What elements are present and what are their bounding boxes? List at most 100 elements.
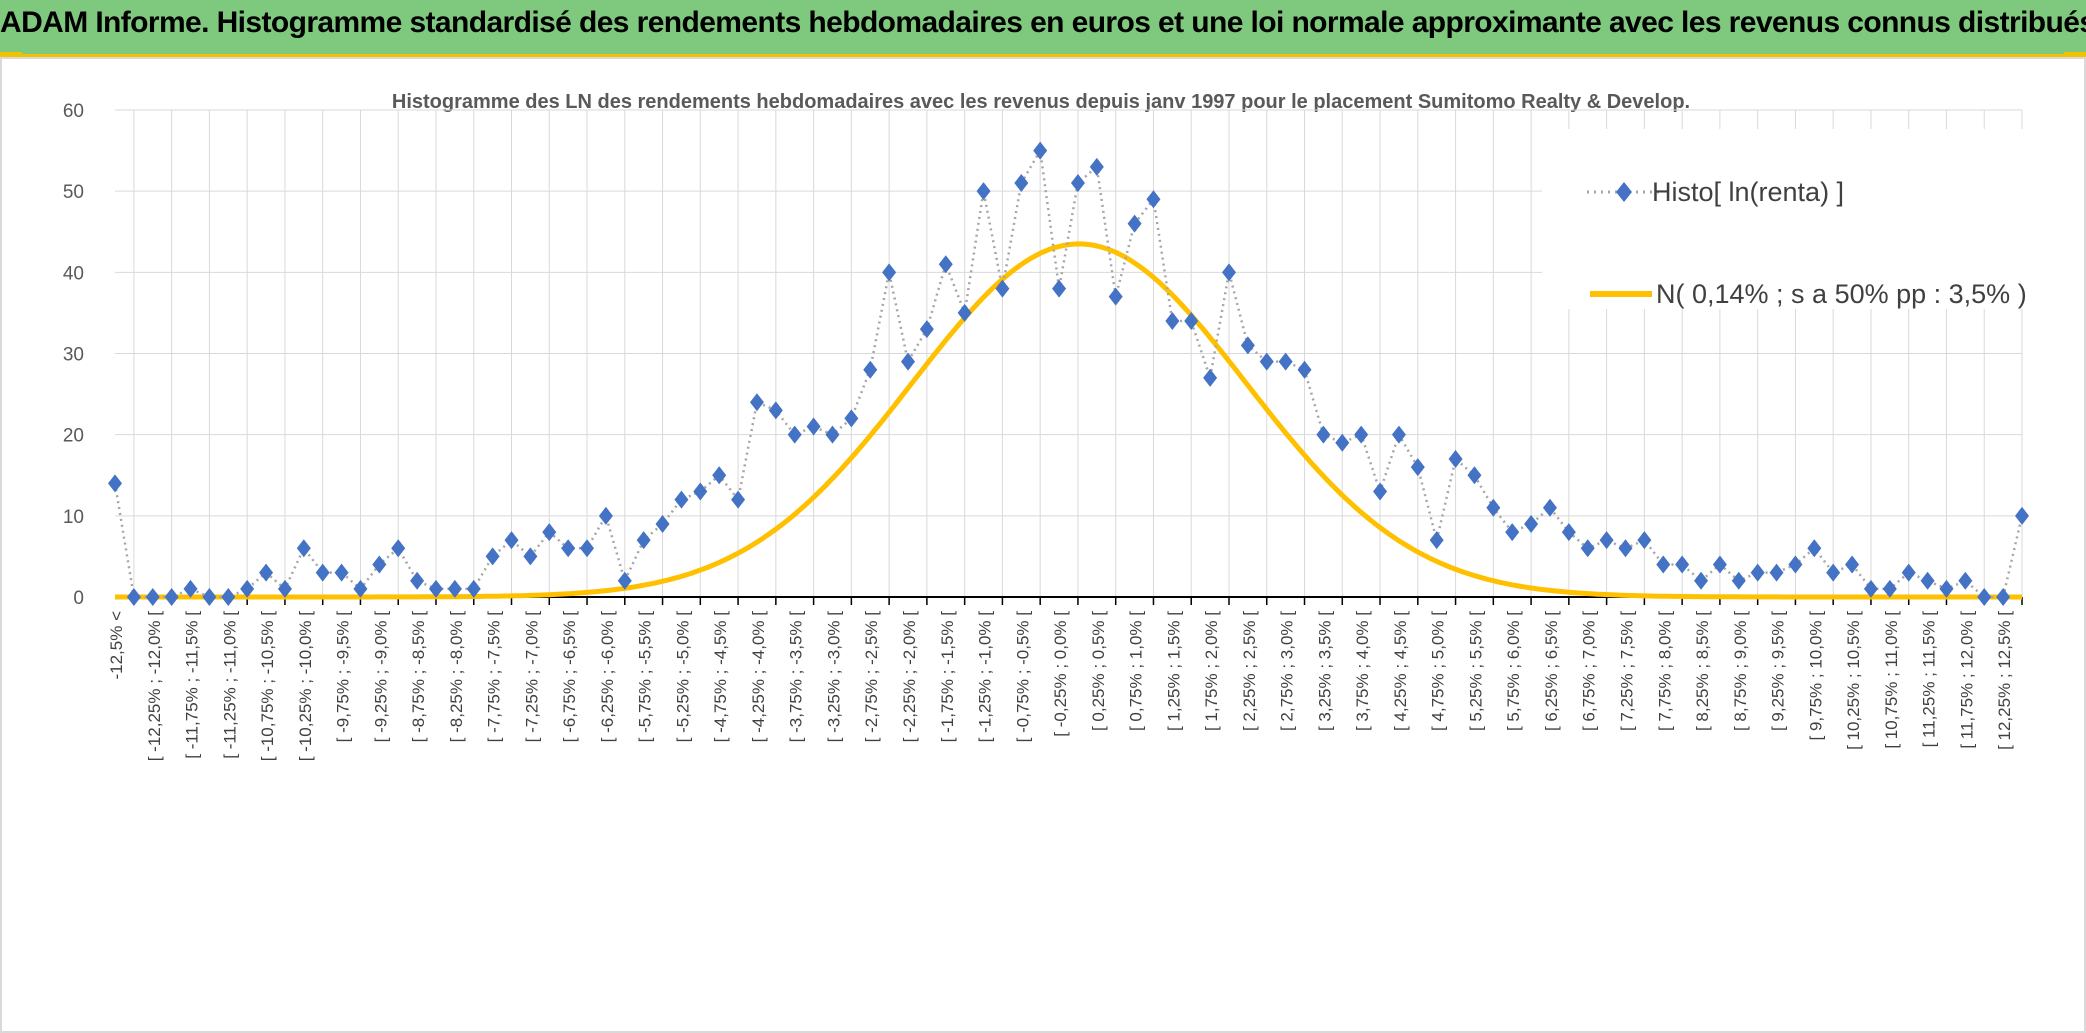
y-tick-label: 20 xyxy=(63,426,84,447)
histogram-point xyxy=(731,490,746,509)
x-tick-label: [ 4,25% ; 4,5% [ xyxy=(1391,611,1410,731)
histogram-point xyxy=(315,563,330,582)
x-tick-label: -12,5% < xyxy=(107,611,126,680)
histogram-point xyxy=(1335,433,1350,452)
histogram-point xyxy=(1052,279,1067,298)
histogram-point xyxy=(410,571,425,590)
histogram-point xyxy=(938,255,953,274)
y-tick-label: 10 xyxy=(63,507,84,528)
y-tick-label: 60 xyxy=(63,101,84,122)
x-tick-label: [ 11,25% ; 11,5% [ xyxy=(1920,611,1939,748)
histogram-point xyxy=(296,539,311,558)
histogram-point xyxy=(1863,579,1878,598)
x-tick-label: [ 8,25% ; 8,5% [ xyxy=(1693,611,1712,731)
histogram-point xyxy=(1354,425,1369,444)
histogram-point xyxy=(693,482,708,501)
histogram-point xyxy=(1939,579,1954,598)
x-tick-label: [ 6,25% ; 6,5% [ xyxy=(1542,611,1561,731)
histogram-point xyxy=(353,579,368,598)
x-tick-label: [ 10,25% ; 10,5% [ xyxy=(1844,611,1863,750)
y-tick-label: 40 xyxy=(63,263,84,284)
histogram-point xyxy=(787,425,802,444)
x-tick-label: [ -9,25% ; -9,0% [ xyxy=(371,611,390,743)
histogram-point xyxy=(1731,571,1746,590)
x-tick-label: [ -1,75% ; -1,5% [ xyxy=(938,611,957,743)
x-tick-label: [ -0,75% ; -0,5% [ xyxy=(1013,611,1032,743)
histogram-point xyxy=(1240,336,1255,355)
histogram-point xyxy=(1278,352,1293,371)
x-tick-label: [ -3,25% ; -3,0% [ xyxy=(824,611,843,743)
histogram-point xyxy=(674,490,689,509)
normal-curve-line xyxy=(115,241,2022,600)
histogram-point xyxy=(1977,588,1992,606)
histogram-point xyxy=(1845,555,1860,574)
histogram-point xyxy=(126,588,141,606)
histogram-point xyxy=(901,352,916,371)
x-tick-label: [ 7,25% ; 7,5% [ xyxy=(1617,611,1636,731)
histogram-point xyxy=(277,579,292,598)
histogram-point xyxy=(580,539,595,558)
histogram-point xyxy=(428,579,443,598)
x-tick-label: [ 10,75% ; 11,0% [ xyxy=(1882,611,1901,749)
histogram-point xyxy=(1373,482,1388,501)
histogram-point xyxy=(108,474,122,493)
x-tick-label: [ -11,75% ; -11,5% [ xyxy=(183,611,202,759)
histogram-point xyxy=(1580,539,1595,558)
histogram-point xyxy=(863,360,878,379)
histogram-point xyxy=(1297,360,1312,379)
x-tick-label: [ 6,75% ; 7,0% [ xyxy=(1580,611,1599,731)
histogram-point xyxy=(391,539,406,558)
histogram-point xyxy=(145,588,160,606)
histogram-point xyxy=(882,263,897,282)
histogram-point xyxy=(1089,157,1104,176)
histogram-point xyxy=(1391,425,1406,444)
x-tick-label: [ -9,75% ; -9,5% [ xyxy=(334,611,353,743)
histogram-point xyxy=(1807,539,1822,558)
histogram-point xyxy=(1203,368,1218,387)
histogram-point xyxy=(1637,531,1652,550)
histogram-point xyxy=(995,279,1010,298)
x-tick-label: [ -4,75% ; -4,5% [ xyxy=(711,611,730,743)
histogram-point xyxy=(1146,190,1161,209)
x-tick-label: [ -7,25% ; -7,0% [ xyxy=(522,611,541,743)
x-tick-label: [ 9,25% ; 9,5% [ xyxy=(1769,611,1788,731)
legend-histo-marker xyxy=(1616,182,1632,202)
report-banner: ADAM Informe. Histogramme standardisé de… xyxy=(0,0,2086,57)
x-tick-label: [ 0,75% ; 1,0% [ xyxy=(1127,611,1146,731)
y-tick-label: 30 xyxy=(63,345,84,366)
x-tick-label: [ -4,25% ; -4,0% [ xyxy=(749,611,768,743)
x-tick-label: [ -8,25% ; -8,0% [ xyxy=(447,611,466,743)
x-tick-label: [ -10,25% ; -10,0% [ xyxy=(296,611,315,762)
histogram-point xyxy=(1901,563,1916,582)
legend-label-histo: Histo[ ln(renta) ] xyxy=(1652,177,1844,207)
normal-curve-series xyxy=(115,241,2022,600)
histogram-point xyxy=(1505,523,1520,542)
histogram-point xyxy=(485,547,500,566)
x-tick-label: [ -6,75% ; -6,5% [ xyxy=(560,611,579,743)
x-tick-label: [ -5,75% ; -5,5% [ xyxy=(636,611,655,743)
histogram-point xyxy=(523,547,538,566)
histogram-point xyxy=(1561,523,1576,542)
x-tick-label: [ 8,75% ; 9,0% [ xyxy=(1731,611,1750,731)
x-tick-label: [ -6,25% ; -6,0% [ xyxy=(598,611,617,743)
histogram-point xyxy=(447,579,462,598)
histogram-point xyxy=(1429,531,1444,550)
histogram-point xyxy=(334,563,349,582)
x-tick-label: [ -5,25% ; -5,0% [ xyxy=(673,611,692,743)
x-tick-label: [ -3,75% ; -3,5% [ xyxy=(787,611,806,743)
histogram-point xyxy=(1769,563,1784,582)
x-tick-label: [ -2,75% ; -2,5% [ xyxy=(862,611,881,743)
histogram-point xyxy=(1221,263,1236,282)
histogram-point xyxy=(1599,531,1614,550)
histogram-point xyxy=(1259,352,1274,371)
histogram-point xyxy=(1958,571,1973,590)
histogram-point xyxy=(1486,498,1501,517)
x-tick-label: [ 1,25% ; 1,5% [ xyxy=(1164,611,1183,731)
x-tick-label: [ 5,75% ; 6,0% [ xyxy=(1504,611,1523,731)
x-tick-label: [ 5,25% ; 5,5% [ xyxy=(1466,611,1485,731)
histogram-point xyxy=(1712,555,1727,574)
histogram-point xyxy=(1826,563,1841,582)
histogram-point xyxy=(749,393,764,412)
histogram-point xyxy=(1618,539,1633,558)
histogram-point xyxy=(259,563,274,582)
